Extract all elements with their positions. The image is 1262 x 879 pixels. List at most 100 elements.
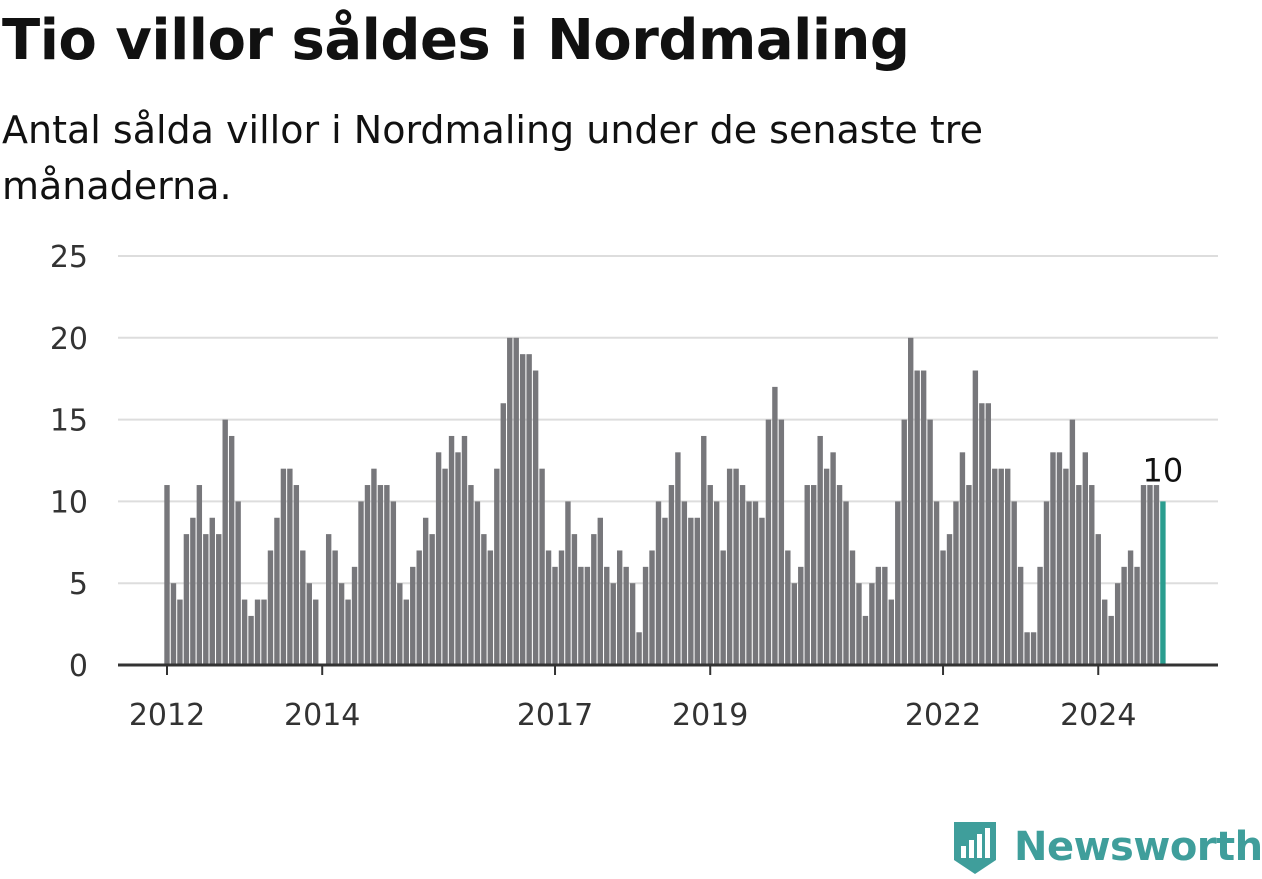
- bar: [377, 485, 384, 665]
- bar: [830, 452, 836, 665]
- bar: [410, 566, 416, 665]
- y-axis-ticks: 0 5 10 15 20 25: [50, 240, 88, 684]
- bar: [313, 599, 319, 665]
- bar: [804, 485, 810, 665]
- bar: [280, 468, 287, 665]
- y-tick-label: 25: [50, 240, 88, 275]
- x-axis-ticks: 2012 2014 2017 2019 2022 2024: [129, 665, 1136, 733]
- bar: [591, 534, 597, 665]
- chart-title: Tio villor såldes i Nordmaling: [2, 8, 910, 73]
- bar: [694, 517, 700, 665]
- bar: [623, 566, 629, 665]
- bar: [882, 566, 888, 665]
- bar: [778, 419, 785, 665]
- bar: [481, 534, 487, 665]
- bar: [823, 468, 830, 665]
- bar: [338, 583, 345, 665]
- bar: [170, 583, 177, 665]
- bar: [752, 501, 759, 665]
- bar: [869, 583, 875, 665]
- bar: [565, 501, 571, 665]
- bar: [500, 403, 506, 665]
- bar: [953, 501, 959, 665]
- bar: [791, 583, 797, 665]
- bar: [1005, 468, 1011, 665]
- bar: [1043, 501, 1050, 665]
- bar: [222, 419, 228, 665]
- bar: [526, 354, 532, 665]
- bar-latest: [1160, 501, 1166, 665]
- bar: [274, 517, 280, 665]
- bar: [668, 485, 675, 665]
- bar: [636, 632, 642, 665]
- bar: [448, 435, 455, 665]
- bar: [1095, 534, 1101, 665]
- bar: [287, 468, 293, 665]
- bar: [1114, 583, 1121, 665]
- bar: [241, 599, 248, 665]
- bar: [261, 599, 267, 665]
- bar: [461, 435, 468, 665]
- bar: [908, 337, 914, 665]
- bar: [216, 534, 222, 665]
- grid-lines: [118, 255, 1218, 585]
- bar: [325, 534, 332, 665]
- bar: [992, 468, 998, 665]
- bar: [959, 452, 966, 665]
- y-tick-label: 15: [50, 404, 88, 439]
- bar: [248, 615, 254, 665]
- bar: [772, 386, 778, 665]
- last-bar-value-label: 10: [1143, 451, 1184, 489]
- bar: [235, 501, 241, 665]
- bar: [927, 419, 933, 665]
- bar: [351, 566, 358, 665]
- bar: [1056, 452, 1063, 665]
- bar: [616, 550, 623, 665]
- bar: [1011, 501, 1017, 665]
- bar: [746, 501, 752, 665]
- bar: [940, 550, 946, 665]
- bar: [765, 419, 772, 665]
- bar: [364, 485, 371, 665]
- bar: [726, 468, 733, 665]
- bar: [655, 501, 662, 665]
- bar: [649, 550, 655, 665]
- bar: [468, 485, 474, 665]
- y-tick-label: 0: [69, 649, 88, 684]
- bar: [190, 517, 196, 665]
- bar: [513, 337, 519, 665]
- bar: [895, 501, 901, 665]
- bar: [707, 485, 713, 665]
- bar: [403, 599, 409, 665]
- bar: [584, 566, 591, 665]
- brand-name: Newsworthy: [1014, 824, 1262, 870]
- bar: [306, 583, 312, 665]
- bar: [1089, 485, 1095, 665]
- bar: [798, 566, 804, 665]
- bar: [494, 468, 500, 665]
- bar: [713, 501, 720, 665]
- bar: [429, 534, 435, 665]
- bar: [164, 485, 170, 665]
- bar: [358, 501, 364, 665]
- bar: [455, 452, 461, 665]
- bar: [701, 435, 707, 665]
- bar: [558, 550, 565, 665]
- bar: [1127, 550, 1134, 665]
- bar: [416, 550, 422, 665]
- chart-subtitle: Antal sålda villor i Nordmaling under de…: [2, 108, 983, 208]
- bars: [164, 337, 1166, 665]
- x-tick-label: 2024: [1060, 698, 1136, 733]
- x-tick-label: 2022: [905, 698, 981, 733]
- bar: [979, 403, 985, 665]
- bar: [1017, 566, 1024, 665]
- x-tick-label: 2012: [129, 698, 205, 733]
- bar: [397, 583, 403, 665]
- bar: [1063, 468, 1069, 665]
- bar: [1153, 485, 1160, 665]
- bar: [1024, 632, 1030, 665]
- bar: [972, 370, 979, 665]
- bar: [901, 419, 907, 665]
- bar: [836, 485, 843, 665]
- bar: [1102, 599, 1108, 665]
